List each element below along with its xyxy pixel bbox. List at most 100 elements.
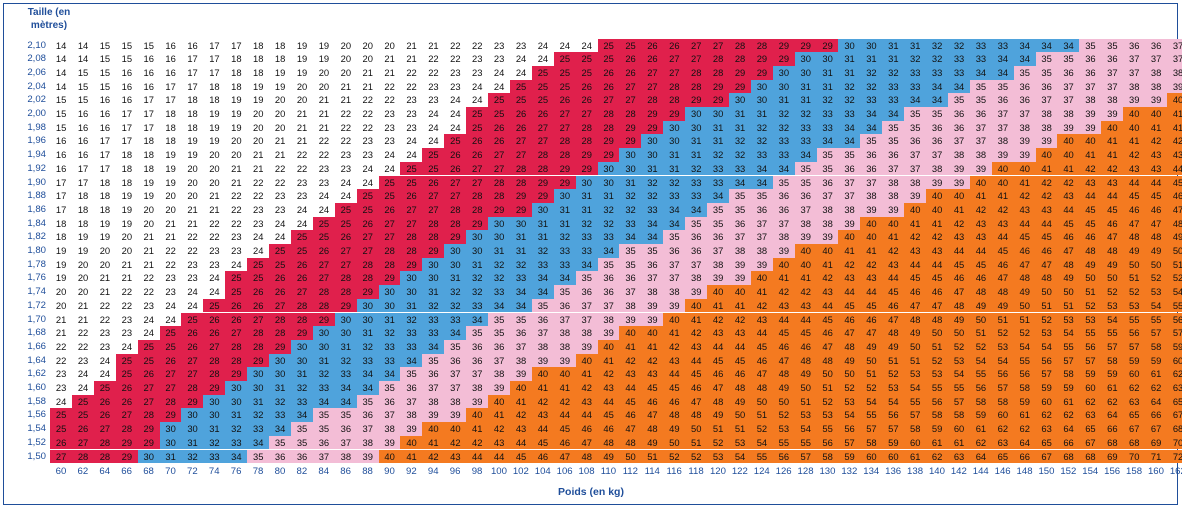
bmi-cell: 26	[137, 367, 160, 381]
height-label: 1,72	[27, 299, 46, 311]
bmi-cell: 28	[115, 422, 138, 436]
bmi-cell: 63	[1166, 381, 1182, 395]
bmi-cell: 27	[641, 79, 664, 94]
bmi-cell: 20	[203, 175, 226, 190]
bmi-cell: 14	[50, 79, 73, 94]
bmi-cell: 30	[597, 175, 620, 190]
bmi-cell: 27	[203, 339, 226, 354]
bmi-cell: 43	[860, 271, 883, 286]
bmi-cell: 60	[1123, 367, 1146, 381]
bmi-cell: 41	[1013, 175, 1036, 190]
bmi-cell: 30	[334, 326, 357, 340]
bmi-cell: 39	[1101, 107, 1124, 121]
bmi-cell: 44	[728, 339, 752, 354]
bmi-cell: 62	[1057, 408, 1080, 423]
bmi-cell: 62	[969, 435, 993, 450]
bmi-cell: 39	[991, 148, 1014, 162]
bmi-cell: 33	[685, 175, 708, 190]
bmi-cell: 34	[378, 367, 401, 381]
bmi-cell: 49	[1101, 257, 1124, 272]
bmi-cell: 37	[904, 148, 927, 162]
bmi-cell: 24	[115, 339, 138, 354]
bmi-cell: 34	[509, 285, 533, 299]
bmi-cell: 29	[400, 257, 423, 272]
bmi-cell: 39	[531, 353, 555, 368]
bmi-cell: 38	[728, 244, 752, 258]
bmi-cell: 30	[203, 394, 226, 409]
bmi-cell: 42	[772, 285, 795, 299]
bmi-cell: 43	[1079, 175, 1102, 190]
bmi-cell: 26	[290, 257, 314, 272]
bmi-cell: 34	[663, 216, 686, 231]
bmi-cell: 24	[356, 161, 379, 176]
bmi-cell: 46	[1166, 189, 1182, 203]
bmi-cell: 37	[663, 271, 686, 286]
bmi-cell: 20	[71, 285, 95, 299]
bmi-cell: 59	[1079, 367, 1102, 381]
bmi-cell: 39	[1079, 120, 1102, 135]
bmi-cell: 27	[422, 189, 445, 203]
bmi-cell: 34	[444, 326, 467, 340]
bmi-cell: 35	[1035, 52, 1058, 66]
bmi-cell: 31	[728, 107, 752, 121]
bmi-cell: 26	[444, 161, 467, 176]
bmi-cell: 67	[1123, 422, 1146, 436]
bmi-cell: 17	[50, 202, 73, 217]
bmi-cell: 42	[969, 202, 993, 217]
bmi-cell: 42	[1035, 175, 1058, 190]
bmi-cell: 47	[860, 326, 883, 340]
bmi-cell: 42	[707, 312, 730, 327]
bmi-cell: 37	[816, 189, 839, 203]
bmi-cell: 41	[838, 244, 861, 258]
bmi-cell: 33	[707, 161, 730, 176]
bmi-cell: 35	[926, 107, 949, 121]
weight-label: 76	[230, 466, 242, 477]
bmi-cell: 31	[728, 120, 752, 135]
bmi-cell: 25	[597, 52, 620, 66]
bmi-cell: 41	[1035, 161, 1058, 176]
bmi-cell: 39	[947, 175, 971, 190]
bmi-cell: 50	[947, 326, 971, 340]
bmi-cell: 33	[882, 93, 905, 107]
bmi-cell: 45	[772, 326, 795, 340]
bmi-cell: 35	[422, 353, 445, 368]
bmi-cell: 36	[685, 244, 708, 258]
bmi-cell: 68	[1166, 422, 1182, 436]
bmi-cell: 26	[181, 326, 204, 340]
bmi-cell: 32	[334, 353, 357, 368]
bmi-cell: 27	[71, 435, 95, 450]
bmi-cell: 35	[663, 230, 686, 244]
bmi-cell: 37	[400, 394, 423, 409]
bmi-cell: 32	[531, 244, 555, 258]
bmi-cell: 60	[1035, 394, 1058, 409]
bmi-cell: 23	[378, 107, 401, 121]
height-label: 1,94	[27, 149, 46, 161]
bmi-cell: 43	[444, 449, 467, 464]
weight-label: 62	[77, 466, 89, 477]
bmi-cell: 18	[181, 107, 204, 121]
bmi-cell: 39	[1123, 93, 1146, 107]
bmi-cell: 37	[312, 449, 336, 464]
bmi-cell: 27	[685, 52, 708, 66]
bmi-cell: 33	[575, 244, 598, 258]
bmi-cell: 47	[619, 422, 642, 436]
bmi-cell: 68	[1057, 449, 1080, 464]
bmi-cell: 66	[1101, 422, 1124, 436]
bmi-cell: 54	[969, 353, 993, 368]
bmi-cell: 28	[137, 408, 160, 423]
bmi-cell: 34	[663, 202, 686, 217]
bmi-cell: 23	[269, 202, 292, 217]
bmi-cell: 23	[50, 381, 73, 395]
bmi-cell: 61	[1013, 408, 1036, 423]
bmi-cell: 40	[882, 216, 905, 231]
bmi-cell: 37	[1057, 93, 1080, 107]
bmi-cell: 24	[400, 148, 423, 162]
bmi-cell: 39	[750, 257, 774, 272]
bmi-cell: 46	[750, 353, 774, 368]
bmi-cell: 50	[1145, 257, 1168, 272]
bmi-cell: 45	[619, 394, 642, 409]
bmi-cell: 27	[269, 298, 292, 313]
bmi-cell: 40	[466, 408, 489, 423]
bmi-cell: 64	[1145, 394, 1168, 409]
bmi-cell: 19	[137, 189, 160, 203]
